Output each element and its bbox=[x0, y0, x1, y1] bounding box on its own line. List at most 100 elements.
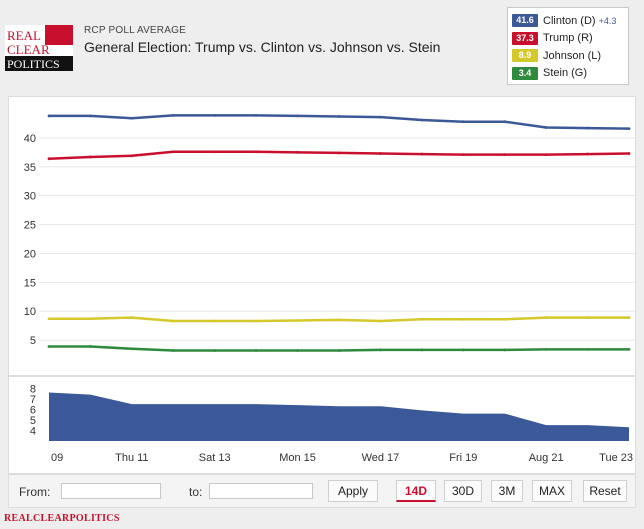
y-tick-label: 10 bbox=[24, 306, 36, 318]
data-point bbox=[254, 319, 258, 323]
data-point bbox=[627, 152, 631, 155]
legend-label-johnson: Johnson (L) bbox=[543, 49, 602, 62]
legend-item-clinton[interactable]: 41.6 Clinton (D) +4.3 bbox=[512, 12, 624, 30]
data-point bbox=[544, 316, 548, 319]
y-tick-label: 40 bbox=[24, 133, 36, 145]
data-point bbox=[461, 317, 465, 321]
x-tick-label: Fri 19 bbox=[449, 452, 477, 464]
data-point bbox=[337, 151, 341, 155]
y-tick-label: 35 bbox=[24, 162, 36, 174]
data-point bbox=[586, 126, 589, 130]
legend-item-johnson[interactable]: 8.9 Johnson (L) bbox=[512, 47, 624, 65]
data-point bbox=[586, 347, 589, 351]
spread-area bbox=[49, 392, 629, 441]
x-tick-label: 09 bbox=[51, 452, 63, 464]
data-point bbox=[379, 115, 382, 119]
data-point bbox=[130, 116, 134, 120]
data-point bbox=[420, 317, 424, 321]
data-point bbox=[420, 348, 424, 352]
range-button-3m[interactable]: 3M bbox=[491, 480, 523, 502]
legend-item-stein[interactable]: 3.4 Stein (G) bbox=[512, 65, 624, 83]
range-button-30d[interactable]: 30D bbox=[444, 480, 482, 502]
to-date-input[interactable] bbox=[209, 483, 313, 499]
data-point bbox=[171, 150, 175, 154]
logo-word-3: POLITICS bbox=[7, 57, 60, 71]
range-controls: From: to: Apply 14D 30D 3M MAX Reset bbox=[8, 474, 636, 508]
data-point bbox=[503, 153, 507, 157]
data-point bbox=[586, 316, 589, 319]
data-point bbox=[379, 319, 382, 323]
data-point bbox=[89, 317, 92, 321]
from-label: From: bbox=[19, 485, 51, 499]
data-point bbox=[420, 152, 424, 156]
data-point bbox=[296, 349, 299, 352]
x-tick-label: Mon 15 bbox=[279, 452, 316, 464]
data-point bbox=[171, 113, 175, 117]
data-point bbox=[213, 319, 217, 323]
data-point bbox=[89, 114, 92, 118]
data-point bbox=[47, 157, 51, 161]
data-point bbox=[544, 126, 548, 129]
data-point bbox=[420, 118, 424, 122]
x-tick-label: Thu 11 bbox=[115, 452, 148, 464]
data-point bbox=[89, 155, 92, 159]
data-point bbox=[544, 347, 548, 351]
to-label: to: bbox=[189, 485, 203, 499]
legend-value-clinton: 41.6 bbox=[512, 14, 538, 28]
legend: 41.6 Clinton (D) +4.3 37.3 Trump (R) 8.9… bbox=[507, 7, 629, 85]
apply-button[interactable]: Apply bbox=[328, 480, 378, 502]
data-point bbox=[337, 318, 341, 322]
data-point bbox=[586, 152, 589, 156]
data-point bbox=[627, 347, 631, 351]
data-point bbox=[461, 153, 465, 157]
data-point bbox=[130, 154, 134, 158]
chart-panel: 5 10 15 20 25 30 35 40 4 5 6 7 8 09 Thu 11 Sat 13 Mon 15… bbox=[8, 96, 636, 474]
logo-word-2: CLEAR bbox=[7, 42, 50, 57]
data-point bbox=[337, 349, 341, 352]
range-button-max[interactable]: MAX bbox=[532, 480, 572, 502]
legend-label-trump: Trump (R) bbox=[543, 32, 593, 45]
legend-item-trump[interactable]: 37.3 Trump (R) bbox=[512, 30, 624, 48]
spread-y-tick-label: 7 bbox=[30, 394, 36, 406]
data-point bbox=[379, 152, 382, 155]
data-point bbox=[130, 316, 134, 319]
data-point bbox=[503, 348, 507, 352]
footer-brand: REALCLEARPOLITICS bbox=[4, 513, 120, 524]
data-point bbox=[89, 345, 92, 348]
data-point bbox=[296, 114, 299, 118]
data-point bbox=[627, 316, 631, 319]
range-button-14d[interactable]: 14D bbox=[396, 480, 436, 502]
y-tick-label: 20 bbox=[24, 248, 36, 260]
y-tick-label: 5 bbox=[30, 335, 36, 347]
data-point bbox=[296, 150, 299, 154]
legend-value-trump: 37.3 bbox=[512, 31, 538, 45]
data-point bbox=[461, 120, 465, 124]
x-tick-label: Aug 21 bbox=[529, 452, 564, 464]
data-point bbox=[47, 317, 51, 321]
data-point bbox=[296, 319, 299, 322]
data-point bbox=[254, 349, 258, 352]
data-point bbox=[254, 113, 258, 117]
legend-value-stein: 3.4 bbox=[512, 66, 538, 80]
logo-graphic: REAL CLEAR POLITICS bbox=[5, 25, 73, 71]
data-point bbox=[47, 114, 51, 118]
y-tick-label: 15 bbox=[24, 277, 36, 289]
spread-y-tick-label: 4 bbox=[30, 425, 36, 437]
data-point bbox=[171, 349, 175, 352]
spread-y-tick-label: 6 bbox=[30, 404, 36, 416]
reset-button[interactable]: Reset bbox=[583, 480, 627, 502]
y-tick-label: 25 bbox=[24, 220, 36, 232]
spread-y-tick-label: 8 bbox=[30, 383, 36, 395]
data-point bbox=[47, 345, 51, 348]
legend-label-stein: Stein (G) bbox=[543, 67, 588, 80]
logo-word-1: REAL bbox=[7, 28, 41, 43]
data-point bbox=[254, 150, 258, 154]
realclearpolitics-logo: REAL CLEAR POLITICS bbox=[5, 25, 73, 71]
data-point bbox=[171, 319, 175, 323]
x-tick-label: Sat 13 bbox=[199, 452, 231, 464]
x-tick-label: Wed 17 bbox=[362, 452, 400, 464]
x-tick-label: Tue 23 bbox=[599, 452, 633, 464]
from-date-input[interactable] bbox=[61, 483, 161, 499]
y-tick-label: 30 bbox=[24, 191, 36, 203]
